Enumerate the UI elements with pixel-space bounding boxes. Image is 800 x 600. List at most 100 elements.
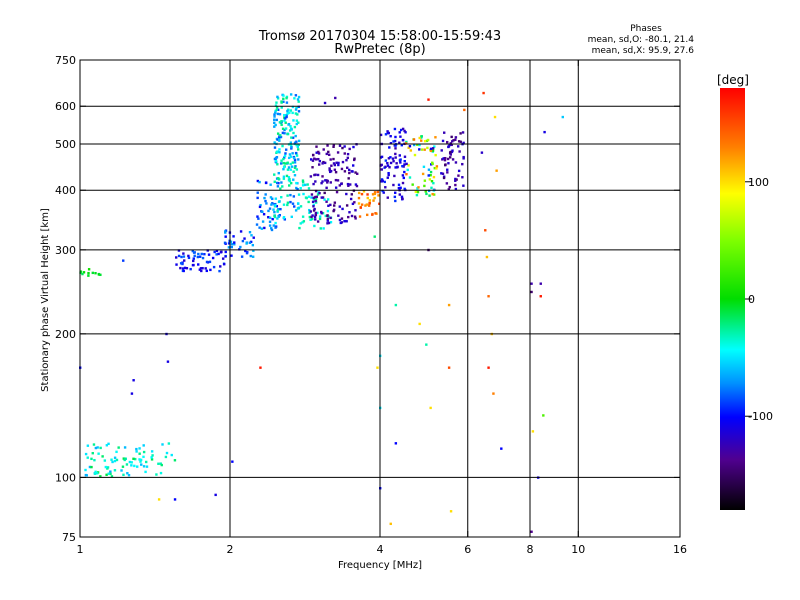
- data-point: [243, 237, 246, 240]
- data-point: [280, 101, 283, 104]
- data-point: [313, 215, 317, 219]
- data-point: [274, 221, 277, 225]
- data-point: [386, 176, 389, 179]
- data-point: [333, 168, 337, 171]
- x-tick-label: 8: [527, 543, 534, 556]
- data-point: [262, 213, 266, 216]
- data-point: [334, 96, 337, 100]
- data-point: [274, 156, 278, 160]
- data-point: [286, 109, 289, 113]
- data-point: [227, 242, 231, 245]
- data-point: [282, 161, 285, 165]
- data-point: [398, 193, 401, 196]
- data-point: [326, 217, 330, 221]
- data-point: [394, 152, 397, 156]
- data-point: [86, 444, 90, 447]
- data-point: [87, 274, 90, 277]
- data-point: [282, 177, 286, 180]
- data-point: [201, 267, 204, 270]
- data-point: [275, 106, 279, 109]
- data-point: [449, 150, 452, 154]
- data-point: [287, 156, 291, 160]
- data-point: [198, 268, 202, 271]
- data-point: [293, 166, 297, 170]
- data-point: [289, 181, 293, 185]
- data-point: [345, 220, 348, 223]
- data-point: [428, 178, 432, 181]
- data-point: [386, 130, 389, 133]
- data-point: [480, 151, 484, 154]
- data-point: [376, 190, 380, 194]
- data-point: [418, 136, 421, 140]
- data-point: [449, 156, 452, 159]
- data-point: [348, 171, 351, 175]
- data-point: [420, 135, 423, 138]
- data-point: [329, 221, 333, 224]
- data-point: [444, 163, 447, 166]
- data-point: [104, 465, 108, 469]
- data-point: [341, 160, 345, 164]
- data-point: [332, 209, 335, 213]
- data-point: [274, 204, 277, 207]
- data-point: [309, 210, 312, 213]
- data-point: [215, 253, 218, 256]
- data-point: [271, 197, 274, 200]
- data-point: [301, 215, 305, 218]
- data-point: [297, 105, 300, 109]
- data-point: [135, 447, 138, 451]
- data-point: [302, 192, 305, 196]
- data-point: [309, 218, 312, 222]
- data-point: [132, 379, 135, 382]
- data-point: [447, 188, 450, 191]
- data-point: [288, 184, 291, 187]
- data-point: [451, 158, 455, 161]
- data-point: [335, 190, 339, 194]
- data-point: [531, 430, 535, 433]
- stats-x-line: mean, sd,X: 95.9, 27.6: [592, 46, 695, 56]
- data-point: [450, 135, 453, 139]
- data-point: [311, 217, 314, 221]
- data-point: [380, 178, 384, 181]
- data-point: [289, 193, 292, 197]
- data-point: [185, 266, 189, 270]
- data-point: [293, 161, 297, 164]
- y-tick-label: 750: [55, 54, 76, 67]
- data-point: [94, 271, 97, 275]
- data-point: [346, 156, 350, 160]
- data-point: [384, 165, 387, 169]
- data-point: [258, 226, 261, 229]
- data-point: [223, 241, 227, 245]
- data-point: [413, 153, 417, 157]
- data-point: [318, 191, 321, 195]
- data-point: [180, 255, 183, 259]
- data-point: [291, 111, 294, 115]
- data-point: [87, 268, 91, 271]
- x-axis-ticks: 1 2 4 6 8 10 16: [77, 60, 687, 556]
- data-point: [290, 146, 293, 149]
- data-point: [179, 266, 182, 270]
- data-point: [297, 100, 300, 103]
- data-point: [231, 460, 234, 463]
- data-point: [309, 175, 313, 178]
- data-point: [292, 170, 295, 173]
- data-point: [423, 148, 426, 151]
- data-point: [285, 113, 288, 117]
- data-point: [157, 462, 160, 465]
- data-point: [282, 203, 286, 206]
- data-point: [454, 179, 457, 182]
- data-point: [394, 166, 397, 169]
- data-point: [354, 217, 357, 220]
- data-point: [144, 470, 147, 474]
- data-point: [311, 200, 315, 204]
- data-point: [492, 392, 495, 395]
- data-point: [389, 161, 393, 165]
- data-point: [191, 263, 195, 267]
- data-point: [394, 303, 398, 307]
- data-point: [200, 252, 203, 256]
- data-point: [339, 221, 342, 225]
- data-point: [429, 170, 433, 174]
- data-point: [399, 161, 402, 164]
- data-point: [99, 475, 102, 478]
- data-point: [399, 135, 402, 138]
- data-point: [454, 183, 457, 187]
